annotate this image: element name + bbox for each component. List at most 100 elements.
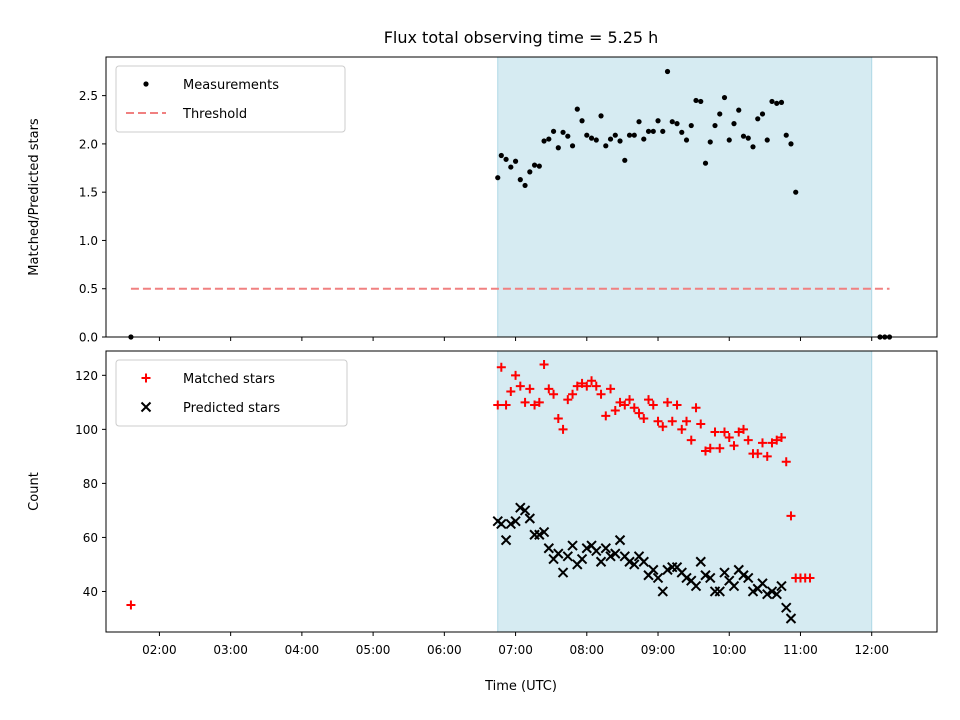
matched-stars-point: [639, 414, 649, 424]
measurements-point: [536, 163, 542, 169]
counts-y-ticks: 40 60 80 100 120: [75, 369, 106, 599]
predicted-stars-point: [695, 556, 706, 567]
measurements-point: [759, 111, 766, 117]
measurements-point: [740, 133, 747, 139]
predicted-stars-point: [553, 548, 564, 559]
predicted-stars-point: [728, 580, 740, 592]
chart-title: Flux total observing time = 5.25 h: [384, 28, 659, 47]
predicted-stars-point: [595, 556, 607, 567]
measurements-point: [626, 132, 633, 138]
x-tick-label: 08:00: [569, 643, 604, 657]
measurements-point: [702, 160, 709, 166]
measurements-point: [693, 97, 699, 104]
matched-stars-point: [506, 387, 516, 397]
matched-stars-point: [591, 381, 601, 391]
predicted-stars-point: [738, 570, 749, 581]
y-tick-label: 2.0: [79, 137, 98, 151]
x-axis-label: Time (UTC): [484, 679, 557, 694]
measurements-point: [574, 106, 580, 112]
predicted-stars-point: [638, 556, 649, 567]
measurements-point: [698, 98, 704, 105]
matched-stars-point: [772, 435, 782, 445]
legend-predicted-stars-swatch: [140, 401, 152, 413]
measurements-point: [636, 119, 642, 125]
measurements-point: [664, 68, 671, 75]
measurements-point: [650, 128, 656, 134]
measurements-point: [750, 144, 756, 150]
y-tick-label: 2.5: [79, 89, 98, 103]
measurements-point: [688, 122, 694, 129]
measurements-point: [726, 137, 732, 143]
ratio-series: [128, 68, 893, 340]
predicted-stars-point: [567, 540, 578, 551]
predicted-stars-point: [657, 586, 668, 597]
predicted-stars-point: [610, 548, 621, 559]
matched-stars-point: [710, 427, 720, 437]
matched-stars-point: [786, 511, 796, 521]
matched-stars-point: [577, 378, 587, 388]
predicted-stars-point: [505, 518, 517, 530]
counts-axes-frame: [105, 350, 938, 633]
measurements-point: [560, 129, 566, 135]
measurements-point: [607, 136, 614, 142]
predicted-stars-point: [557, 567, 569, 578]
measurements-point: [731, 121, 737, 127]
legend-matched-stars-swatch: [141, 373, 151, 383]
predicted-stars-point: [600, 543, 611, 554]
measurements-point: [683, 137, 690, 143]
measurements-point: [512, 158, 519, 164]
matched-stars-point: [525, 384, 535, 394]
measurements-point: [721, 94, 728, 101]
predicted-stars-point: [581, 543, 593, 554]
matched-stars-point: [501, 400, 511, 410]
predicted-stars-point: [719, 567, 730, 578]
matched-stars-point: [553, 414, 563, 424]
measurements-point: [788, 141, 794, 147]
matched-stars-point: [715, 443, 725, 453]
predicted-stars-point: [614, 534, 626, 546]
predicted-stars-point: [776, 580, 787, 592]
y-tick-label: 40: [83, 585, 98, 599]
matched-stars-point: [544, 384, 554, 394]
predicted-stars-point: [705, 572, 716, 584]
predicted-stars-point: [714, 586, 725, 597]
predicted-stars-point: [757, 578, 768, 589]
ratio-y-axis-label: Matched/Predicted stars: [27, 118, 42, 276]
measurements-point: [531, 162, 538, 168]
measurements-point: [712, 122, 718, 129]
predicted-stars-point: [652, 572, 664, 584]
matched-stars-point: [667, 416, 677, 426]
predicted-stars-point: [534, 529, 545, 540]
ratio-panel: 0.0 0.5 1.0 1.5 2.0 2.5 Matched/Predicted sta…: [27, 56, 938, 345]
y-tick-label: 0.5: [79, 282, 98, 296]
measurements-point: [508, 164, 514, 170]
matched-stars-point: [126, 600, 136, 610]
matched-stars-point: [563, 395, 573, 405]
measurements-point: [584, 132, 590, 138]
measurements-point: [503, 156, 509, 162]
matched-stars-point: [625, 395, 635, 405]
measurements-point: [612, 132, 618, 138]
matched-stars-point: [663, 397, 673, 407]
matched-stars-point: [677, 424, 687, 434]
predicted-stars-point: [743, 572, 754, 584]
measurements-point: [541, 138, 547, 144]
matched-stars-point: [705, 443, 715, 453]
measurements-point: [736, 107, 742, 113]
matched-stars-point: [634, 408, 644, 418]
matched-stars-point: [762, 451, 772, 461]
counts-x-ticks: 02:00 03:00 04:00 05:00 06:00 07:00 08:00 09:00…: [142, 632, 889, 657]
y-tick-label: 0.0: [79, 331, 98, 345]
measurements-point: [522, 182, 528, 189]
predicted-stars-point: [747, 586, 759, 597]
matched-stars-point: [515, 381, 525, 391]
predicted-stars-point: [690, 580, 702, 592]
matched-stars-point: [601, 411, 611, 421]
matched-stars-point: [596, 389, 606, 399]
matched-stars-point: [672, 400, 682, 410]
predicted-stars-point: [591, 545, 602, 557]
predicted-stars-point: [519, 505, 531, 516]
predicted-stars-point: [538, 526, 550, 538]
matched-stars-point: [757, 438, 767, 448]
measurements-point: [631, 132, 637, 138]
